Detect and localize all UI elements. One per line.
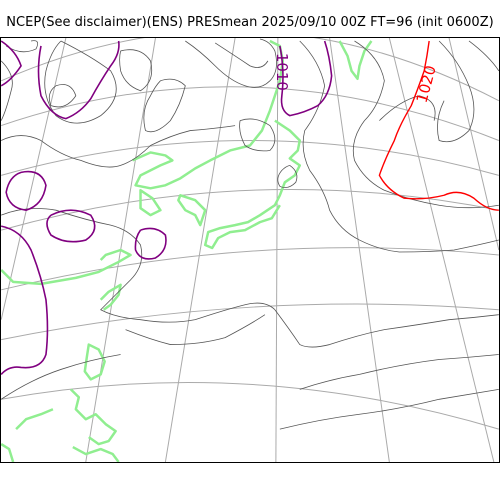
isobar-label-1020: 1020 (413, 63, 440, 104)
isobars (1, 38, 499, 430)
isobar-1020 (378, 40, 499, 211)
map-canvas: 1010 1020 (1, 38, 499, 462)
isobar-label-1010: 1010 (273, 53, 291, 91)
longitude-lines (1, 38, 499, 462)
coastline (1, 39, 373, 462)
map-panel: 1010 1020 (0, 37, 500, 463)
chart-title: NCEP(See disclaimer)(ENS) PRESmean 2025/… (6, 15, 494, 30)
isobar-1010 (1, 40, 333, 375)
